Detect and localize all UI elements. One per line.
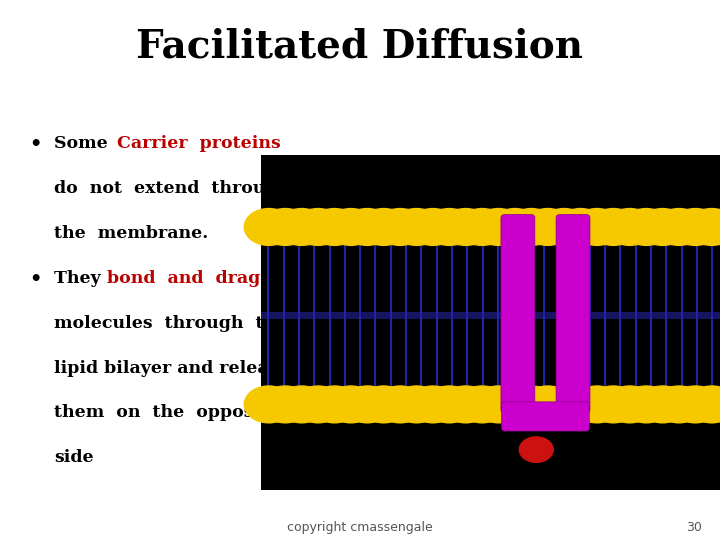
Circle shape (671, 386, 720, 423)
Circle shape (572, 208, 621, 245)
Circle shape (688, 386, 720, 423)
Circle shape (425, 208, 474, 245)
FancyBboxPatch shape (261, 312, 720, 319)
Circle shape (441, 386, 490, 423)
Circle shape (539, 208, 589, 245)
Circle shape (507, 208, 556, 245)
Circle shape (343, 208, 392, 245)
Circle shape (376, 208, 425, 245)
Circle shape (359, 208, 408, 245)
Circle shape (277, 208, 326, 245)
Circle shape (688, 208, 720, 245)
Text: molecules  through  the: molecules through the (54, 315, 287, 332)
Text: side: side (54, 449, 94, 466)
Text: them  on  the  opposite: them on the opposite (54, 404, 279, 421)
Circle shape (261, 386, 310, 423)
Circle shape (310, 208, 359, 245)
Circle shape (392, 208, 441, 245)
Circle shape (458, 208, 507, 245)
Text: Some: Some (54, 135, 120, 152)
Circle shape (523, 386, 572, 423)
Text: Facilitated Diffusion: Facilitated Diffusion (137, 27, 583, 65)
Circle shape (310, 386, 359, 423)
Circle shape (523, 208, 572, 245)
Circle shape (326, 208, 375, 245)
FancyBboxPatch shape (501, 214, 535, 413)
Circle shape (638, 208, 687, 245)
Circle shape (621, 208, 671, 245)
Text: do  not  extend  through: do not extend through (54, 180, 290, 197)
Circle shape (359, 386, 408, 423)
Text: Carrier  proteins: Carrier proteins (117, 135, 281, 152)
Circle shape (589, 386, 638, 423)
Text: lipid bilayer and release: lipid bilayer and release (54, 360, 289, 376)
Circle shape (638, 386, 687, 423)
Circle shape (458, 386, 507, 423)
Text: copyright cmassengale: copyright cmassengale (287, 521, 433, 534)
Circle shape (441, 208, 490, 245)
Circle shape (261, 208, 310, 245)
Circle shape (606, 386, 654, 423)
Circle shape (343, 386, 392, 423)
Circle shape (474, 386, 523, 423)
Circle shape (376, 386, 425, 423)
FancyBboxPatch shape (556, 214, 590, 413)
FancyBboxPatch shape (261, 155, 720, 490)
Circle shape (326, 386, 375, 423)
Circle shape (294, 386, 343, 423)
FancyBboxPatch shape (502, 402, 589, 431)
Circle shape (392, 386, 441, 423)
Circle shape (244, 208, 293, 245)
Circle shape (589, 208, 638, 245)
Circle shape (294, 208, 343, 245)
Circle shape (244, 386, 293, 423)
Text: the  membrane.: the membrane. (54, 225, 208, 241)
Circle shape (572, 386, 621, 423)
Circle shape (408, 386, 457, 423)
Text: bond  and  drag: bond and drag (107, 270, 260, 287)
Circle shape (519, 437, 553, 462)
Text: •: • (29, 270, 41, 289)
Circle shape (425, 386, 474, 423)
Circle shape (539, 386, 589, 423)
Circle shape (556, 386, 605, 423)
Circle shape (606, 208, 654, 245)
Circle shape (507, 386, 556, 423)
Circle shape (654, 386, 703, 423)
Text: •: • (29, 135, 41, 154)
Circle shape (408, 208, 457, 245)
Circle shape (277, 386, 326, 423)
Circle shape (490, 386, 539, 423)
Circle shape (621, 386, 671, 423)
Circle shape (474, 208, 523, 245)
Circle shape (556, 208, 605, 245)
Circle shape (671, 208, 720, 245)
Text: They: They (54, 270, 113, 287)
Circle shape (490, 208, 539, 245)
Text: 30: 30 (686, 521, 702, 534)
Circle shape (654, 208, 703, 245)
